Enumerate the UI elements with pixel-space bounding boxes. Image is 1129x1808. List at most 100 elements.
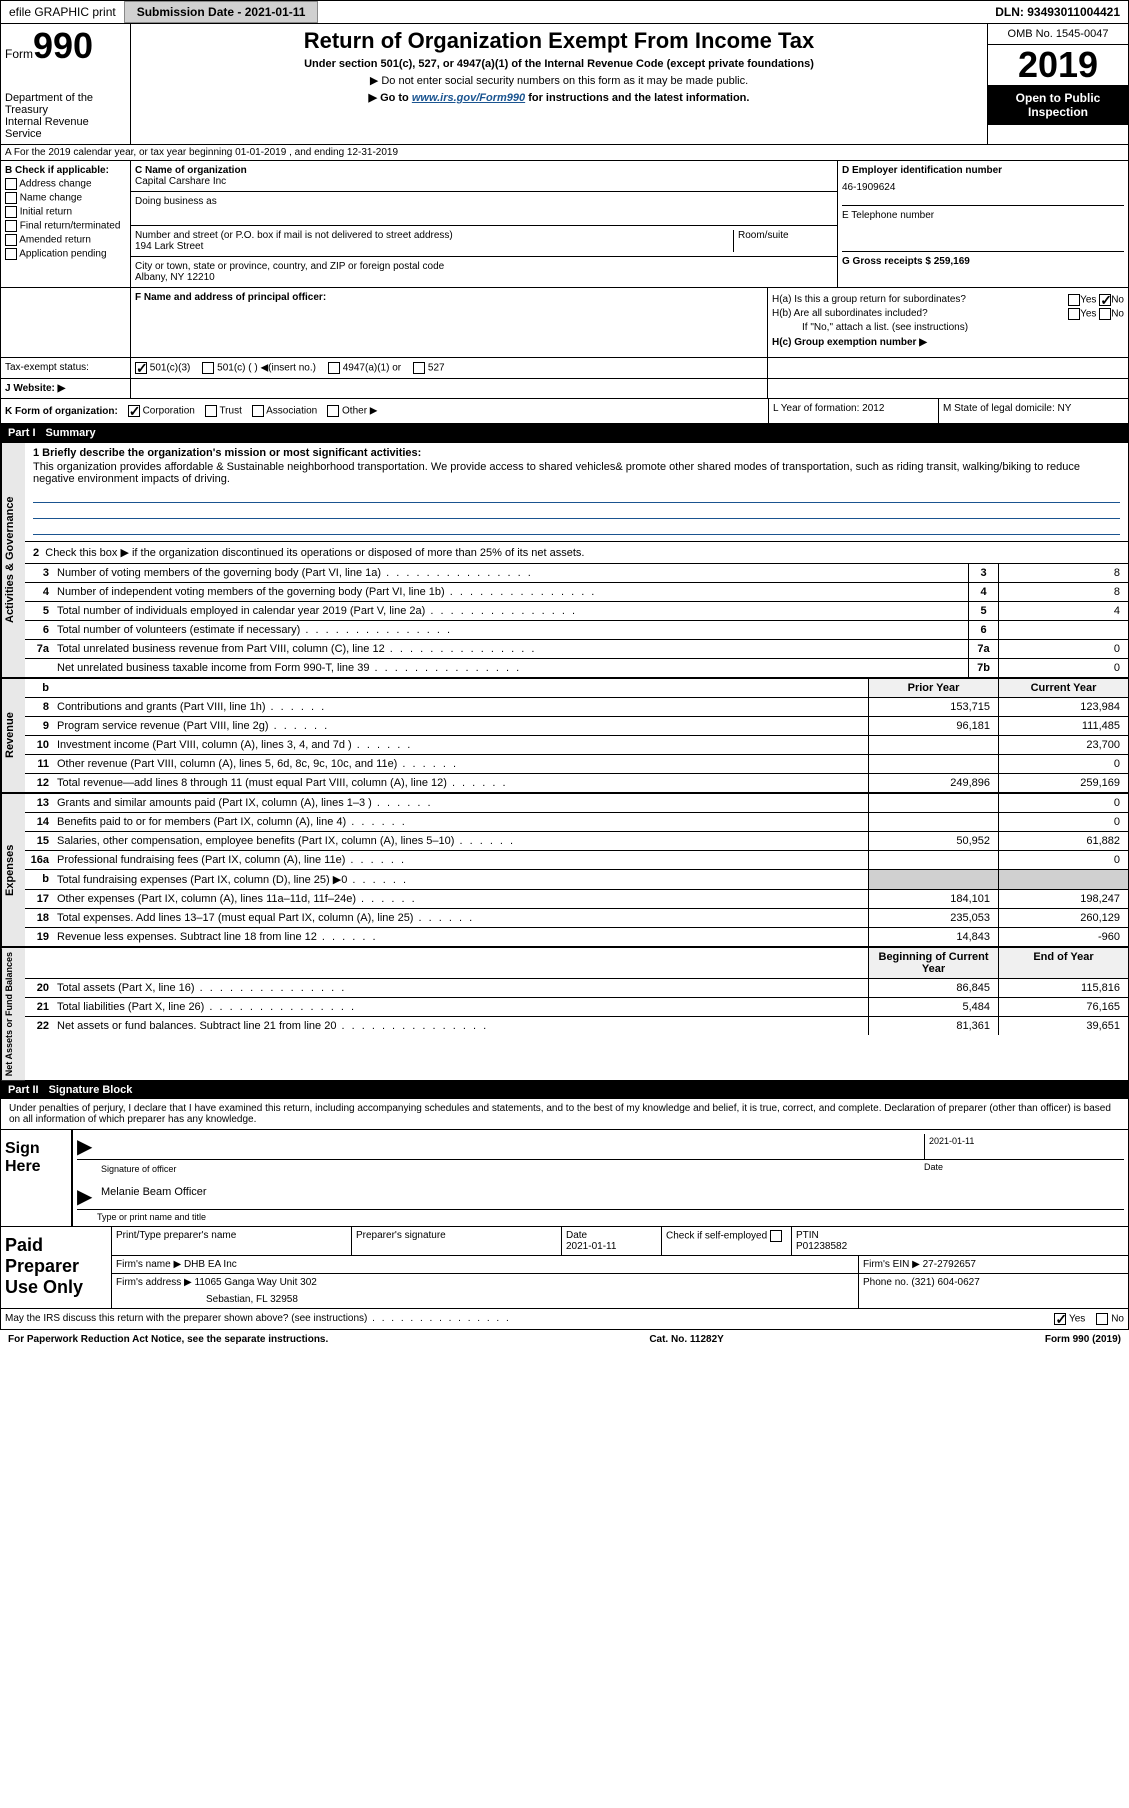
efile-text: efile GRAPHIC print: [9, 5, 116, 19]
section-website: J Website: ▶: [0, 379, 1129, 399]
check-final[interactable]: Final return/terminated: [5, 220, 126, 232]
tax-501c3: 501(c)(3): [150, 363, 191, 374]
row-num: 9: [25, 717, 53, 735]
row-label: Total unrelated business revenue from Pa…: [53, 640, 968, 658]
check-name[interactable]: Name change: [5, 192, 126, 204]
phone-label: E Telephone number: [842, 205, 1124, 221]
footer: For Paperwork Reduction Act Notice, see …: [0, 1330, 1129, 1349]
discuss-no-cb[interactable]: [1096, 1313, 1108, 1325]
part2-header: Part II Signature Block: [0, 1081, 1129, 1099]
k-other-cb[interactable]: [327, 405, 339, 417]
footer-center: Cat. No. 11282Y: [649, 1334, 723, 1345]
net-header: Beginning of Current Year End of Year: [25, 948, 1128, 979]
prior-val: 184,101: [868, 890, 998, 908]
firm-phone-cell: Phone no. (321) 604-0627: [858, 1274, 1128, 1308]
check-pending[interactable]: Application pending: [5, 248, 126, 260]
row-num: 22: [25, 1017, 53, 1035]
gov-row: 7a Total unrelated business revenue from…: [25, 640, 1128, 659]
prior-val: 153,715: [868, 698, 998, 716]
k-label: K Form of organization:: [5, 406, 118, 417]
tax-501c3-cb[interactable]: [135, 362, 147, 374]
sig-officer-field[interactable]: [97, 1134, 924, 1159]
current-val: 123,984: [998, 698, 1128, 716]
section-tax: Tax-exempt status: 501(c)(3) 501(c) ( ) …: [0, 358, 1129, 379]
tax-label: Tax-exempt status:: [1, 358, 131, 378]
tax-4947-cb[interactable]: [328, 362, 340, 374]
sig-name: Melanie Beam Officer: [97, 1184, 1124, 1209]
prep-row2: Firm's name ▶ DHB EA Inc Firm's EIN ▶ 27…: [111, 1256, 1128, 1274]
hb-yes: Yes: [1080, 309, 1096, 320]
row-label: Number of voting members of the governin…: [53, 564, 968, 582]
k-corp-cb[interactable]: [128, 405, 140, 417]
dba-row: Doing business as: [131, 192, 837, 226]
declaration: Under penalties of perjury, I declare th…: [0, 1099, 1129, 1130]
netasset-row: 20 Total assets (Part X, line 16) 86,845…: [25, 979, 1128, 998]
ptin-label: PTIN: [796, 1230, 1124, 1241]
current-val: 61,882: [998, 832, 1128, 850]
dln-label: DLN: 93493011004421: [987, 2, 1128, 22]
vert-expenses: Expenses: [1, 794, 25, 946]
current-val: -960: [998, 928, 1128, 946]
tax-527: 527: [428, 363, 445, 374]
row-label: Total liabilities (Part X, line 26): [53, 998, 868, 1016]
row-num: 11: [25, 755, 53, 773]
ha-no: No: [1111, 295, 1124, 306]
k-assoc-cb[interactable]: [252, 405, 264, 417]
prior-val: [868, 813, 998, 831]
hb-yes-cb[interactable]: [1068, 308, 1080, 320]
check-amended[interactable]: Amended return: [5, 234, 126, 246]
prior-val: 235,053: [868, 909, 998, 927]
firm-addr-label: Firm's address ▶: [116, 1277, 192, 1288]
begin-val: 81,361: [868, 1017, 998, 1035]
begin-year-header: Beginning of Current Year: [868, 948, 998, 978]
revenue-row: 12 Total revenue—add lines 8 through 11 …: [25, 774, 1128, 792]
discuss-yes-cb[interactable]: [1054, 1313, 1066, 1325]
row-label: Total revenue—add lines 8 through 11 (mu…: [53, 774, 868, 792]
governance-content: 1 Briefly describe the organization's mi…: [25, 443, 1128, 677]
rev-header: b Prior Year Current Year: [25, 679, 1128, 698]
row-num: 5: [25, 602, 53, 620]
k-content: K Form of organization: Corporation Trus…: [1, 399, 768, 423]
expense-row: 13 Grants and similar amounts paid (Part…: [25, 794, 1128, 813]
row-label: Total number of individuals employed in …: [53, 602, 968, 620]
prior-val: 96,181: [868, 717, 998, 735]
city-row: City or town, state or province, country…: [131, 257, 837, 287]
hb-label: H(b) Are all subordinates included?: [772, 308, 992, 320]
goto-prefix: ▶ Go to: [369, 92, 412, 104]
begin-val: 5,484: [868, 998, 998, 1016]
check-address[interactable]: Address change: [5, 178, 126, 190]
check-initial[interactable]: Initial return: [5, 206, 126, 218]
prep-sig-label: Preparer's signature: [351, 1227, 561, 1255]
prep-check-cb[interactable]: [770, 1230, 782, 1242]
submission-button[interactable]: Submission Date - 2021-01-11: [124, 1, 319, 23]
tax-527-cb[interactable]: [413, 362, 425, 374]
tax-501c-cb[interactable]: [202, 362, 214, 374]
goto-suffix: for instructions and the latest informat…: [525, 92, 749, 104]
sig-date-val: 2021-01-11: [929, 1136, 1120, 1146]
discuss-yes: Yes: [1069, 1314, 1085, 1325]
ha-yes-cb[interactable]: [1068, 294, 1080, 306]
prior-val: [868, 851, 998, 869]
form-header: Form990 Department of the Treasury Inter…: [0, 24, 1129, 145]
netasset-row: 22 Net assets or fund balances. Subtract…: [25, 1017, 1128, 1035]
k-m: M State of legal domicile: NY: [938, 399, 1128, 423]
ha-no-cb[interactable]: [1099, 294, 1111, 306]
row-num: 7a: [25, 640, 53, 658]
row-label: Other revenue (Part VIII, column (A), li…: [53, 755, 868, 773]
addr-label: Number and street (or P.O. box if mail i…: [135, 230, 733, 241]
goto-link[interactable]: www.irs.gov/Form990: [412, 92, 525, 104]
row-box: 3: [968, 564, 998, 582]
prior-val: 50,952: [868, 832, 998, 850]
ein-label: D Employer identification number: [842, 165, 1124, 176]
end-val: 76,165: [998, 998, 1128, 1016]
firm-addr2: Sebastian, FL 32958: [116, 1294, 854, 1305]
k-trust-cb[interactable]: [205, 405, 217, 417]
row-label: Professional fundraising fees (Part IX, …: [53, 851, 868, 869]
blank-1: [33, 489, 1120, 503]
hb-no-cb[interactable]: [1099, 308, 1111, 320]
k-corp: Corporation: [143, 406, 195, 417]
row-a: A For the 2019 calendar year, or tax yea…: [0, 145, 1129, 161]
row-label: Total number of volunteers (estimate if …: [53, 621, 968, 639]
netassets-table: Net Assets or Fund Balances Beginning of…: [0, 947, 1129, 1081]
subtitle1: Under section 501(c), 527, or 4947(a)(1)…: [141, 58, 977, 70]
